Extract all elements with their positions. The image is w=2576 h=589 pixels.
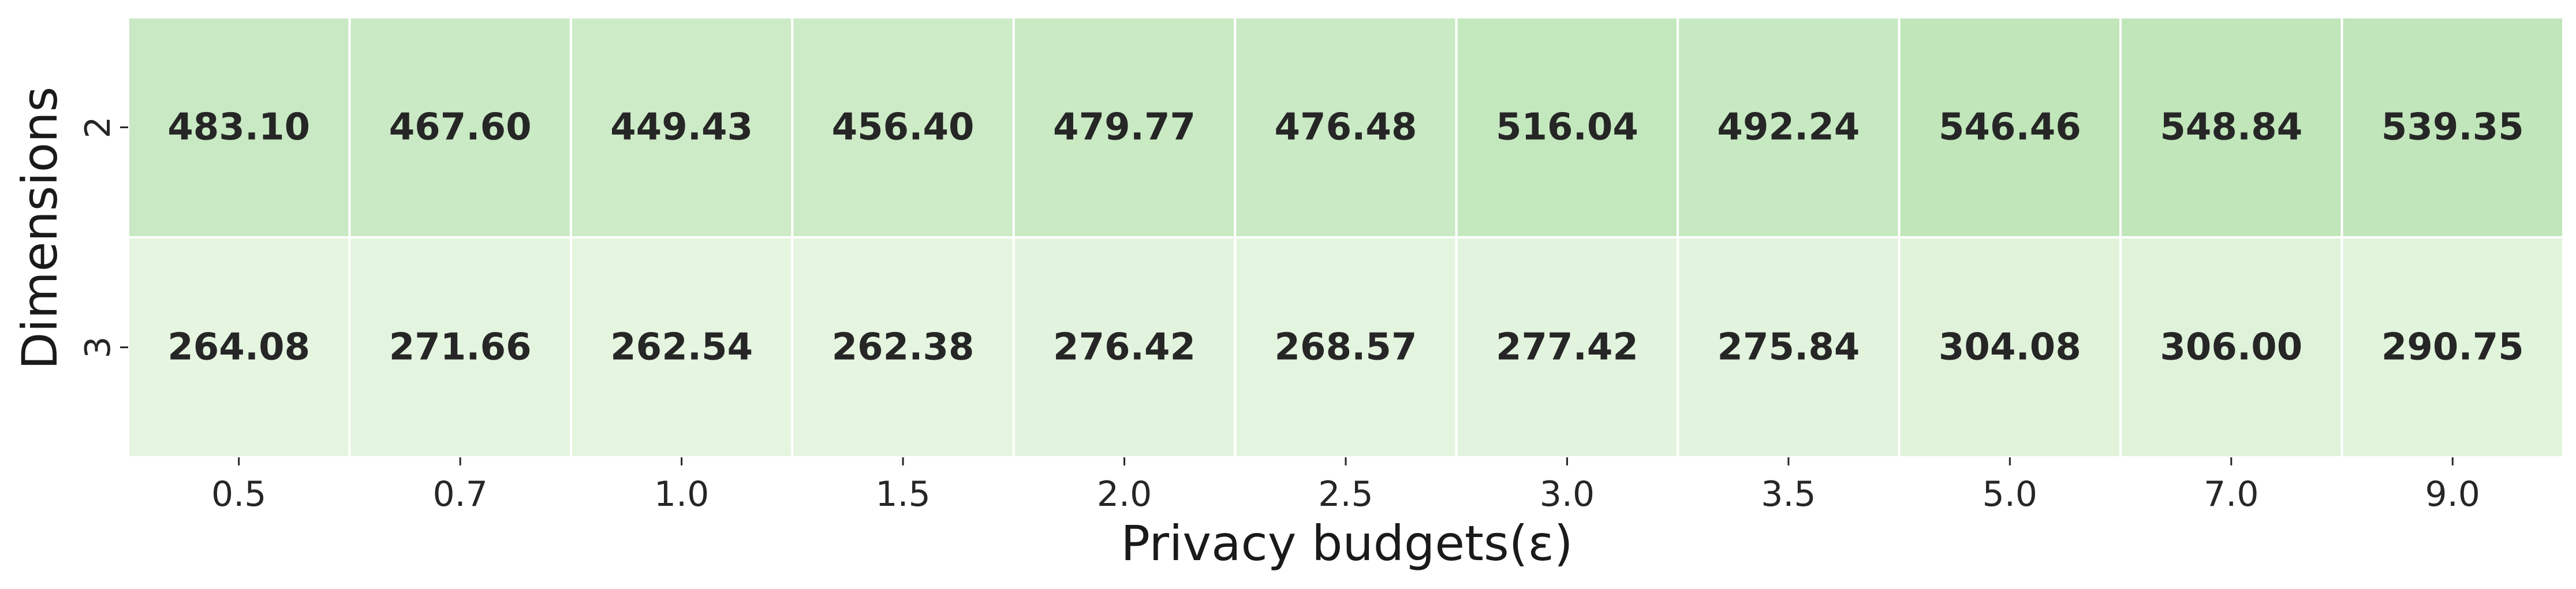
heatmap-cell <box>2340 236 2564 458</box>
cell-value-label: 479.77 <box>1053 106 1196 149</box>
x-tick-label: 0.5 <box>211 474 266 515</box>
x-tick-label: 2.5 <box>1318 474 1373 515</box>
cell-value-label: 262.54 <box>610 326 753 369</box>
x-axis-title: Privacy budgets(ε) <box>1121 515 1573 572</box>
heatmap-cell <box>1898 236 2122 458</box>
cell-value-label: 467.60 <box>389 106 532 149</box>
heatmap-cell <box>127 236 351 458</box>
cell-value-label: 449.43 <box>610 106 753 149</box>
cell-value-label: 271.66 <box>389 326 532 369</box>
cell-value-label: 539.35 <box>2381 106 2524 149</box>
cell-value-label: 275.84 <box>1717 326 1860 369</box>
y-axis-title: Dimensions <box>12 87 68 370</box>
heatmap-cell <box>791 236 1015 458</box>
heatmap-cell <box>2119 16 2343 238</box>
heatmap-cell <box>1455 236 1679 458</box>
y-tick-label: 3 <box>78 336 118 358</box>
x-tick-label: 0.7 <box>432 474 487 515</box>
heatmap-cell <box>1012 16 1237 238</box>
heatmap-cell <box>791 16 1015 238</box>
cell-value-label: 548.84 <box>2160 106 2302 149</box>
cell-value-label: 306.00 <box>2160 326 2302 369</box>
cell-value-label: 277.42 <box>1496 326 1638 369</box>
heatmap-cells <box>127 16 2564 458</box>
x-tick-label: 3.0 <box>1540 474 1595 515</box>
cell-value-label: 483.10 <box>167 106 310 149</box>
heatmap-cell <box>569 16 794 238</box>
x-tick-label: 1.5 <box>875 474 930 515</box>
cell-value-label: 516.04 <box>1496 106 1638 149</box>
heatmap-cell <box>2119 236 2343 458</box>
cell-value-label: 492.24 <box>1717 106 1860 149</box>
cell-value-label: 262.38 <box>832 326 975 369</box>
x-tick-label: 3.5 <box>1761 474 1816 515</box>
heatmap-cell <box>1234 16 1458 238</box>
x-axis: 0.5 0.7 1.0 1.5 2.0 2.5 3.0 3.5 5.0 7.0 9.0 <box>211 457 2480 515</box>
heatmap-cell <box>1677 16 1901 238</box>
heatmap-cell <box>1677 236 1901 458</box>
cell-value-label: 276.42 <box>1053 326 1196 369</box>
cell-value-label: 456.40 <box>832 106 975 149</box>
heatmap-cell <box>1234 236 1458 458</box>
x-tick-label: 5.0 <box>1983 474 2037 515</box>
cell-value-label: 264.08 <box>167 326 310 369</box>
cell-value-label: 268.57 <box>1275 326 1417 369</box>
heatmap-cell <box>348 236 572 458</box>
heatmap-cell <box>569 236 794 458</box>
heatmap-cell <box>127 16 351 238</box>
x-tick-label: 1.0 <box>654 474 709 515</box>
cell-value-label: 546.46 <box>1939 106 2081 149</box>
heatmap-cell <box>1012 236 1237 458</box>
heatmap-cell <box>348 16 572 238</box>
x-tick-label: 2.0 <box>1097 474 1152 515</box>
x-tick-label: 9.0 <box>2425 474 2480 515</box>
x-tick-label: 7.0 <box>2204 474 2258 515</box>
cell-value-label: 290.75 <box>2381 326 2524 369</box>
cell-value-label: 304.08 <box>1939 326 2081 369</box>
y-axis: 23 <box>78 116 128 359</box>
heatmap-cell <box>2340 16 2564 238</box>
heatmap-value-labels: 483.10 467.60 449.43 456.40 479.77 476.48 516.… <box>167 106 2524 369</box>
cell-value-label: 476.48 <box>1275 106 1417 149</box>
y-tick-label: 2 <box>78 116 118 138</box>
